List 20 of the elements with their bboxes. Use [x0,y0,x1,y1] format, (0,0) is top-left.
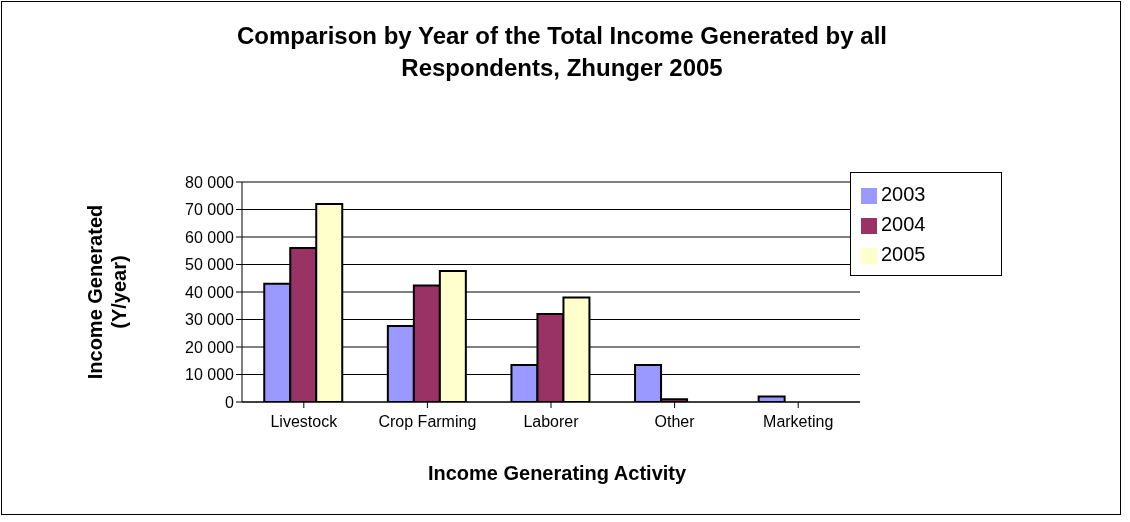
x-tick-label: Laborer [523,413,580,431]
x-tick-label: Other [654,413,696,431]
y-tick-label: 50 000 [185,256,235,274]
x-tick-label: Crop Farming [378,413,477,431]
y-tick-label: 70 000 [185,201,235,219]
y-tick-label: 60 000 [185,228,235,246]
chart-title: Comparison by Year of the Total Income Generated by all Respondents, Zhunger 2005 [236,21,888,83]
legend-label: 2004 [881,213,926,235]
legend-label: 2005 [881,243,926,265]
legend-label: 2003 [881,183,926,205]
x-tick-label: Marketing [763,413,834,431]
x-tick-label: Livestock [270,413,339,431]
y-tick-label: 0 [225,393,235,411]
x-axis-title: Income Generating Activity [426,462,688,485]
y-tick-label: 10 000 [185,366,235,384]
y-axis-title: Income Generated (Y/year) [83,203,131,382]
y-tick-label: 30 000 [185,311,235,329]
y-tick-label: 40 000 [185,283,235,301]
y-tick-label: 20 000 [185,338,235,356]
y-tick-label: 80 000 [185,173,235,191]
